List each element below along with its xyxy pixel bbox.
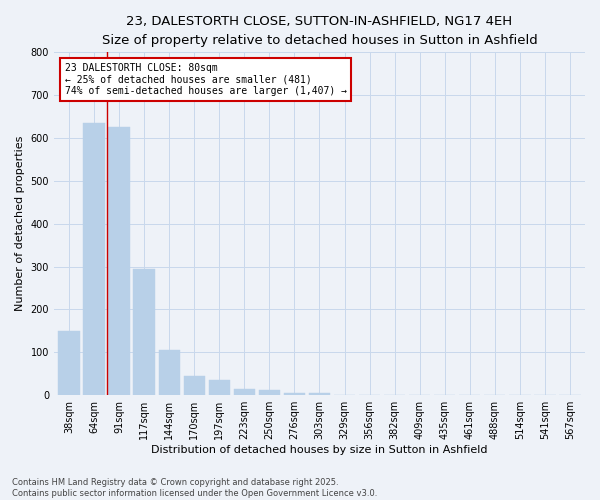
X-axis label: Distribution of detached houses by size in Sutton in Ashfield: Distribution of detached houses by size … xyxy=(151,445,488,455)
Bar xyxy=(309,394,330,395)
Bar xyxy=(284,393,305,395)
Bar xyxy=(233,389,255,395)
Text: 23 DALESTORTH CLOSE: 80sqm
← 25% of detached houses are smaller (481)
74% of sem: 23 DALESTORTH CLOSE: 80sqm ← 25% of deta… xyxy=(65,62,347,96)
Bar xyxy=(109,128,130,395)
Text: Contains HM Land Registry data © Crown copyright and database right 2025.
Contai: Contains HM Land Registry data © Crown c… xyxy=(12,478,377,498)
Y-axis label: Number of detached properties: Number of detached properties xyxy=(15,136,25,312)
Bar xyxy=(209,380,230,395)
Bar xyxy=(83,123,104,395)
Bar xyxy=(259,390,280,395)
Bar xyxy=(133,269,155,395)
Bar xyxy=(58,331,80,395)
Title: 23, DALESTORTH CLOSE, SUTTON-IN-ASHFIELD, NG17 4EH
Size of property relative to : 23, DALESTORTH CLOSE, SUTTON-IN-ASHFIELD… xyxy=(101,15,538,47)
Bar xyxy=(184,376,205,395)
Bar xyxy=(158,350,180,395)
